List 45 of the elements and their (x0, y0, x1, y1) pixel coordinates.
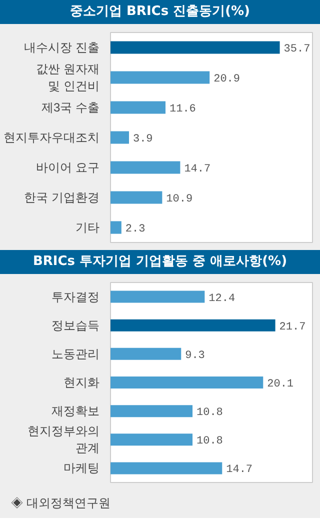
y-tick-label: 기타 (76, 220, 100, 234)
y-tick-label: 현지화 (64, 376, 100, 390)
bar (110, 71, 210, 84)
bar (110, 348, 182, 360)
data-label: 10.8 (196, 436, 223, 448)
data-label: 35.7 (284, 44, 310, 56)
data-label: 10.9 (166, 194, 193, 206)
y-tick-label: 한국 기업환경 (24, 190, 100, 204)
y-tick-label: 바이어 요구 (36, 160, 100, 174)
bar (110, 161, 180, 174)
data-label: 20.9 (214, 74, 240, 86)
y-tick-label: 투자결정 (52, 290, 100, 304)
bar (110, 290, 205, 303)
bar (110, 221, 122, 234)
bar (110, 434, 193, 446)
data-label: 14.7 (184, 164, 211, 176)
y-tick-label: 마케팅 (64, 461, 100, 476)
bar (110, 319, 276, 332)
y-tick-label: 재정확보 (52, 404, 100, 418)
y-tick-label: 내수시장 진출 (24, 40, 100, 54)
data-label: 20.1 (267, 378, 294, 390)
bar (110, 462, 222, 474)
y-tick-label: 값싼 원자재 및 인건비 (36, 62, 100, 93)
data-label: 9.3 (185, 350, 205, 362)
text: ◈ 대외정책연구원 (11, 495, 110, 512)
bar (110, 376, 264, 388)
y-tick-label: 노동관리 (52, 346, 100, 361)
data-label: 21.7 (279, 321, 306, 334)
data-label: 10.8 (196, 407, 223, 420)
chart-title: BRICs 투자기업 기업활동 중 애로사항(%) (32, 253, 288, 271)
bar (110, 405, 193, 418)
y-tick-label: 제3국 수출 (41, 100, 100, 114)
bar (110, 191, 162, 204)
data-label: 2.3 (125, 224, 146, 236)
data-label: 11.6 (170, 104, 196, 116)
data-label: 12.4 (208, 292, 236, 305)
data-label: 3.9 (132, 134, 153, 146)
bar (110, 131, 129, 144)
data-label: 14.7 (226, 464, 253, 476)
y-tick-label: 현지정부와의 관계 (28, 424, 100, 456)
y-tick-label: 현지투자우대조치 (4, 130, 100, 144)
bar (110, 101, 166, 114)
bar (110, 41, 280, 54)
chart-title: 중소기업 BRICs 진출동기(%) (70, 3, 250, 21)
y-tick-label: 정보습득 (52, 318, 100, 332)
